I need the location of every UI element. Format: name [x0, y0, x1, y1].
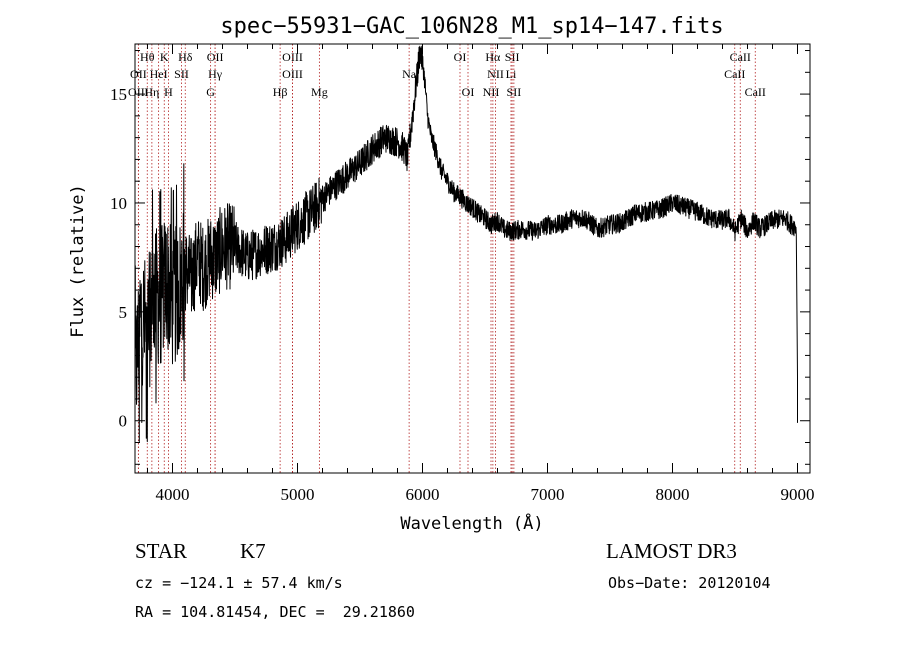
spectrum-line — [134, 45, 798, 443]
spectral-line-label: NII — [487, 67, 504, 81]
x-tick-label: 7000 — [531, 485, 565, 504]
x-tick-label: 6000 — [406, 485, 440, 504]
x-axis-label: Wavelength (Å) — [400, 512, 543, 534]
spectral-line-label: Na — [402, 67, 417, 81]
survey-name: LAMOST DR3 — [606, 539, 737, 563]
y-tick-label: 5 — [119, 303, 128, 322]
y-tick-label: 10 — [110, 194, 127, 213]
x-tick-label: 8000 — [656, 485, 690, 504]
spectral-line-label: Hγ — [208, 67, 223, 81]
x-tick-label: 9000 — [781, 485, 815, 504]
spectral-line-label: OII — [207, 50, 224, 64]
x-tick-label: 5000 — [281, 485, 315, 504]
spectral-line-label: CaII — [745, 85, 766, 99]
spectral-line-label: SII — [507, 85, 522, 99]
y-tick-label: 0 — [119, 412, 128, 431]
object-class: STAR — [135, 539, 187, 563]
spectral-line-label: SII — [505, 50, 520, 64]
spectral-line-label: Hθ — [140, 50, 155, 64]
spectral-line-label: SII — [174, 67, 189, 81]
spectral-line-label: G — [206, 85, 215, 99]
spectral-line-label: OII — [130, 67, 147, 81]
spectral-line-label: HeI — [150, 67, 168, 81]
spectral-line-label: K — [160, 50, 169, 64]
spectral-line-label: Hβ — [273, 85, 288, 99]
spectral-line-label: OI — [462, 85, 475, 99]
spectral-line-label: H — [164, 85, 173, 99]
spectral-line-label: CaII — [730, 50, 751, 64]
axis-ticks: 4000 5000 6000 7000 8000 9000 0 5 10 15 — [110, 44, 815, 504]
object-subclass: K7 — [240, 539, 266, 563]
spectral-line-label: Hη — [144, 85, 159, 99]
x-tick-label: 4000 — [156, 485, 190, 504]
spectral-line-label: OI — [454, 50, 467, 64]
spectral-line-label: CaII — [724, 67, 745, 81]
spectral-line-label: Hα — [485, 50, 501, 64]
spectral-line-label: NII — [483, 85, 500, 99]
y-tick-label: 15 — [110, 85, 127, 104]
y-axis-label: Flux (relative) — [68, 184, 88, 338]
spectral-line-label: Hδ — [178, 50, 193, 64]
spectral-line-label: Li — [506, 67, 517, 81]
ra-dec: RA = 104.81454, DEC = 29.21860 — [135, 603, 415, 621]
observation-date: Obs−Date: 20120104 — [608, 574, 771, 592]
spectral-line-label: Mg — [311, 85, 328, 99]
redshift-cz: cz = −124.1 ± 57.4 km/s — [135, 574, 343, 592]
spectral-line-label: OIII — [282, 67, 303, 81]
chart-title: spec−55931−GAC_106N28_M1_sp14−147.fits — [220, 14, 723, 39]
spectral-line-label: OIII — [128, 85, 149, 99]
spectrum-series — [134, 45, 798, 443]
